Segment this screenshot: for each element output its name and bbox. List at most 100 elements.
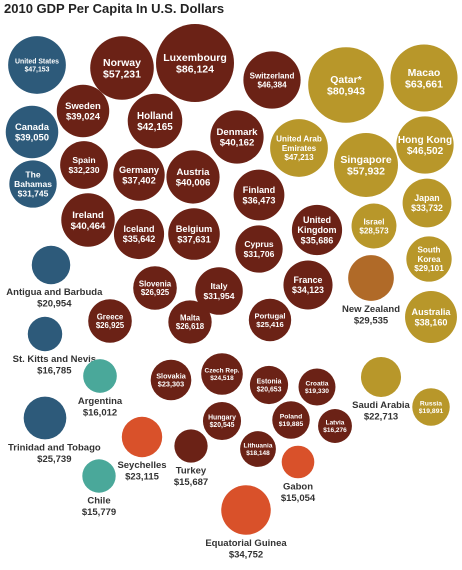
bubble-circle-macao (390, 44, 458, 112)
bubble-circle-slovakia (150, 359, 192, 401)
chart-title: 2010 GDP Per Capita In U.S. Dollars (4, 1, 225, 16)
label-country-united-kingdom: Kingdom (297, 225, 336, 235)
bubble-circle-malta (168, 300, 212, 344)
bubble-australia: Australia$38,160 (405, 291, 457, 343)
bubble-circle-south-korea (406, 236, 452, 282)
label-value-iceland: $35,642 (123, 234, 156, 244)
bubble-sweden: Sweden$39,024 (56, 84, 110, 138)
bubble-chile: Chile$15,779 (82, 459, 116, 518)
label-value-russia: $19,891 (419, 408, 444, 415)
bubble-circle-latvia (318, 409, 352, 443)
label-country-luxembourg: Luxembourg (163, 52, 227, 64)
label-country-hong-kong: Hong Kong (398, 135, 452, 146)
bubble-slovenia: Slovenia$26,925 (133, 266, 177, 310)
label-country-saudi-arabia: Saudi Arabia (352, 400, 410, 411)
bubble-croatia: Croatia$19,330 (298, 368, 336, 406)
label-value-japan: $33,732 (411, 203, 443, 213)
label-country-australia: Australia (412, 307, 452, 317)
label-country-cyprus: Cyprus (244, 239, 274, 249)
bubble-circle-qatar (308, 47, 384, 123)
label-value-antigua-and-barbuda: $20,954 (37, 299, 72, 310)
bubble-lithuania: Lithuania$18,148 (240, 431, 276, 467)
bubble-circle-gabon (281, 445, 315, 479)
bubble-circle-united-arab-emirates (270, 119, 328, 177)
bubble-seychelles: Seychelles$23,115 (117, 416, 167, 483)
label-value-luxembourg: $86,124 (176, 64, 214, 76)
label-country-united-states: United States (15, 59, 59, 66)
label-country-canada: Canada (15, 122, 50, 133)
label-value-gabon: $15,054 (281, 493, 316, 504)
label-value-singapore: $57,932 (347, 166, 385, 178)
label-country-austria: Austria (177, 167, 211, 178)
label-country-switzerland: Switzerland (250, 71, 295, 80)
bubble-circle-the-bahamas (9, 160, 57, 208)
label-value-australia: $38,160 (415, 317, 448, 327)
label-value-new-zealand: $29,535 (354, 315, 389, 326)
label-country-lithuania: Lithuania (244, 443, 273, 450)
label-country-united-arab-emirates: Emirates (282, 144, 317, 153)
bubble-circle-croatia (298, 368, 336, 406)
bubble-poland: Poland$19,885 (272, 401, 310, 439)
bubble-austria: Austria$40,006 (166, 150, 220, 204)
bubble-circle-turkey (174, 429, 208, 463)
bubble-estonia: Estonia$20,653 (249, 365, 289, 405)
label-value-germany: $37,402 (122, 175, 155, 185)
label-value-the-bahamas: $31,745 (18, 189, 49, 199)
bubble-ireland: Ireland$40,464 (61, 193, 115, 247)
bubble-circle-iceland (113, 208, 165, 260)
label-value-finland: $36,473 (243, 195, 276, 205)
bubble-equatorial-guinea: Equatorial Guinea$34,752 (205, 485, 287, 560)
label-value-qatar: $80,943 (327, 86, 365, 98)
bubble-circle-belgium (168, 208, 220, 260)
label-value-chile: $15,779 (82, 507, 116, 518)
label-value-south-korea: $29,101 (414, 264, 444, 273)
label-country-germany: Germany (119, 165, 160, 175)
bubble-saudi-arabia: Saudi Arabia$22,713 (352, 356, 411, 423)
bubble-circle-italy (195, 267, 243, 315)
bubble-circle-antigua-and-barbuda (31, 245, 71, 285)
label-value-united-kingdom: $35,686 (301, 235, 334, 245)
bubble-switzerland: Switzerland$46,384 (243, 51, 301, 109)
bubble-macao: Macao$63,661 (390, 44, 458, 112)
label-value-poland: $19,885 (279, 421, 304, 428)
label-value-united-states: $47,153 (25, 66, 50, 73)
label-country-united-kingdom: United (303, 215, 331, 225)
label-country-norway: Norway (103, 57, 141, 69)
bubble-greece: Greece$26,925 (88, 299, 132, 343)
bubble-circle-denmark (210, 110, 264, 164)
label-country-united-arab-emirates: United Arab (276, 135, 322, 144)
bubble-norway: Norway$57,231 (90, 36, 154, 100)
label-country-gabon: Gabon (283, 481, 313, 492)
bubble-singapore: Singapore$57,932 (334, 133, 398, 197)
label-country-belgium: Belgium (176, 224, 213, 234)
bubble-circle-new-zealand (348, 255, 394, 301)
bubble-holland: Holland$42,165 (127, 93, 183, 149)
label-value-portugal: $25,416 (256, 320, 284, 329)
label-value-united-arab-emirates: $47,213 (284, 153, 314, 162)
label-value-canada: $39,050 (15, 133, 49, 144)
bubble-japan: Japan$33,732 (402, 178, 452, 228)
label-value-denmark: $40,162 (220, 138, 255, 149)
bubble-circle-seychelles (121, 416, 163, 458)
bubble-slovakia: Slovakia$23,303 (150, 359, 192, 401)
label-country-spain: Spain (72, 155, 95, 165)
bubble-france: France$34,123 (283, 260, 333, 310)
bubble-circle-lithuania (240, 431, 276, 467)
label-country-antigua-and-barbuda: Antigua and Barbuda (6, 287, 103, 298)
label-value-slovakia: $23,303 (158, 380, 184, 389)
bubble-st-kitts-and-nevis: St. Kitts and Nevis$16,785 (13, 316, 96, 377)
bubble-portugal: Portugal$25,416 (248, 298, 292, 342)
label-country-holland: Holland (137, 111, 173, 122)
label-country-south-korea: Korea (417, 255, 441, 264)
label-value-france: $34,123 (292, 285, 324, 295)
label-country-singapore: Singapore (340, 154, 392, 166)
label-country-argentina: Argentina (78, 396, 123, 407)
bubble-circle-japan (402, 178, 452, 228)
bubble-circle-spain (60, 141, 108, 189)
bubble-circle-norway (90, 36, 154, 100)
bubble-circle-saudi-arabia (360, 356, 402, 398)
label-country-france: France (294, 275, 323, 285)
